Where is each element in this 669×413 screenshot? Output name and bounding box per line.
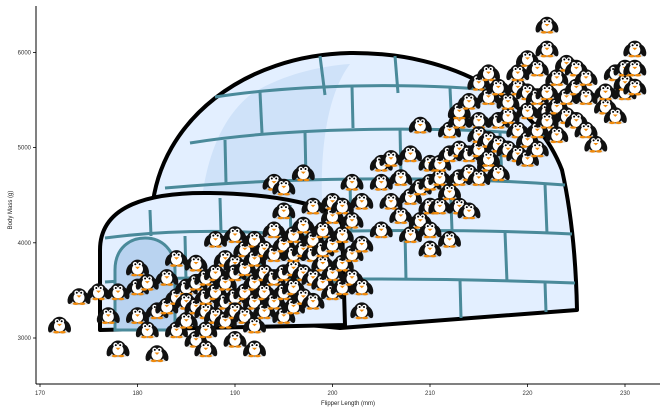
penguin-icon xyxy=(534,40,560,58)
x-tick-label: 220 xyxy=(522,391,533,397)
penguin-icon xyxy=(534,16,560,34)
penguin-icon xyxy=(222,331,248,348)
penguin-icon xyxy=(144,345,170,363)
y-tick-label: 4000 xyxy=(18,241,32,247)
penguin-icon xyxy=(105,340,131,358)
y-tick-label: 6000 xyxy=(18,50,32,56)
y-axis-ticks: 3000 4000 5000 6000 xyxy=(18,50,36,342)
y-tick-label: 5000 xyxy=(18,146,32,152)
x-tick-label: 170 xyxy=(35,391,46,397)
y-tick-label: 3000 xyxy=(18,336,32,342)
x-tick-label: 190 xyxy=(230,391,241,397)
penguin-icon xyxy=(46,316,73,334)
x-axis-title: Flipper Length (mm) xyxy=(321,401,375,407)
x-axis-ticks: 170 180 190 200 210 220 230 xyxy=(35,384,631,397)
penguin-icon xyxy=(621,40,648,58)
x-tick-label: 230 xyxy=(620,391,631,397)
y-axis-title: Body Mass (g) xyxy=(8,191,14,230)
x-tick-label: 200 xyxy=(327,391,338,397)
x-tick-label: 180 xyxy=(132,391,143,397)
x-tick-label: 210 xyxy=(425,391,436,397)
